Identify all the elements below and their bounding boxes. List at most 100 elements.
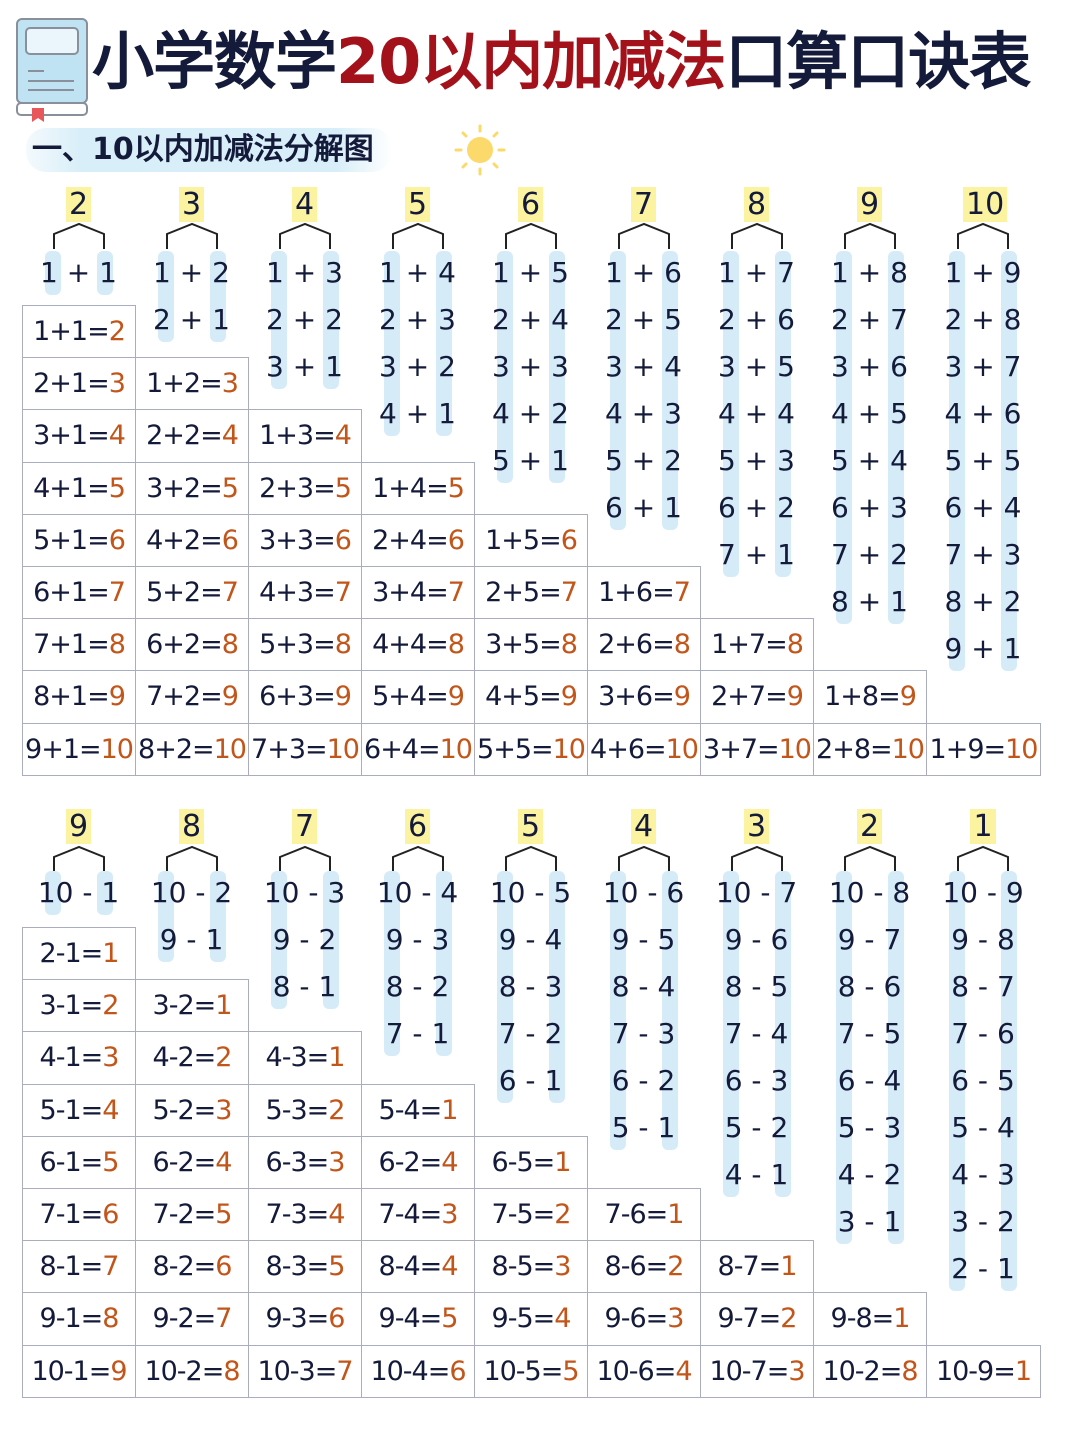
number-label: 5 [404,187,431,222]
equation: 7-4= [378,1199,443,1230]
addition-decomposition-item: 8 + 1 [831,585,908,618]
bracket-icon [165,845,218,872]
equation: 7-1= [39,1199,104,1230]
subtraction-decomposition-item: 9 - 2 [272,923,337,956]
equation: 10-6= [596,1355,676,1387]
number-label: 1 [970,809,996,844]
answer: 9 [334,681,352,713]
equation: 6+3= [259,681,336,713]
answer: 5 [441,1303,458,1335]
subtraction-table-cell: 8-7=1 [700,1240,814,1294]
equation: 9-3= [265,1303,330,1335]
subtraction-decomposition-item: 7 - 4 [724,1017,789,1050]
highlight-stripe [496,871,513,1103]
addition-decomposition-item: 6 + 4 [944,491,1022,524]
equation: 2+1= [33,368,110,400]
answer: 8 [447,629,465,661]
equation: 7+3= [251,733,328,765]
subtraction-decomposition-item: 8 - 6 [837,970,902,1003]
addition-table-cell: 3+1=4 [22,409,136,463]
subtraction-table-cell: 10-9=1 [926,1344,1041,1398]
answer: 5 [334,472,352,504]
number-label: 9 [856,187,883,222]
answer: 1 [667,1199,684,1230]
answer: 4 [441,1146,458,1178]
subtraction-table-cell: 9-4=5 [361,1292,475,1346]
highlight-stripe [661,871,678,1150]
bracket-icon [278,222,331,249]
subtraction-table-cell: 10-2=8 [813,1344,927,1398]
highlight-stripe [322,871,339,1009]
answer: 6 [328,1303,345,1335]
highlight-stripe [1001,871,1017,1291]
addition-decomposition-item: 1 + 4 [379,256,456,289]
addition-decomposition-item: 4 + 4 [718,397,795,430]
answer: 8 [786,629,804,661]
highlight-stripe [1001,251,1017,671]
subtraction-table-cell: 6-5=1 [474,1135,588,1189]
answer: 10 [665,733,699,765]
equation: 10-2= [822,1355,902,1387]
highlight-stripe [383,871,400,1056]
subtraction-decomposition-item: 4 - 2 [837,1158,902,1191]
subtraction-decomposition-item: 10 - 5 [489,876,572,909]
equation: 9-4= [378,1303,443,1335]
subtraction-decomposition-item: 6 - 3 [724,1064,789,1097]
addition-decomposition-item: 3 + 1 [266,350,343,383]
addition-decomposition-item: 2 + 5 [605,303,682,336]
answer: 3 [328,1146,345,1178]
equation: 6-1= [39,1146,104,1178]
highlight-stripe [548,251,565,483]
addition-table-cell: 5+3=8 [248,618,362,672]
answer: 9 [786,681,804,713]
addition-table-cell: 2+2=4 [135,409,249,463]
equation: 1+1= [33,316,110,347]
answer: 8 [102,1303,119,1335]
answer: 8 [223,1355,240,1387]
equation: 7-5= [491,1199,556,1230]
equation: 10-3= [257,1355,337,1387]
highlight-stripe [496,251,513,483]
bracket-icon [617,845,670,872]
equation: 5-4= [378,1094,443,1126]
subtraction-decomposition-item: 7 - 5 [837,1017,902,1050]
addition-decomposition-item: 4 + 1 [379,397,456,430]
equation: 3+4= [372,577,449,608]
answer: 3 [215,1094,232,1126]
addition-decomposition-item: 6 + 2 [718,491,795,524]
addition-decomposition-item: 5 + 5 [944,444,1022,477]
subtraction-table-cell: 8-4=4 [361,1240,475,1294]
answer: 6 [560,524,578,556]
addition-table-cell: 4+6=10 [587,722,701,776]
equation: 10-2= [144,1355,224,1387]
addition-table-cell: 6+1=7 [22,566,136,620]
subtraction-decomposition-item: 6 - 4 [837,1064,902,1097]
answer: 5 [215,1199,232,1230]
subtraction-decomposition-item: 4 - 1 [724,1158,789,1191]
addition-decomposition-item: 8 + 2 [944,585,1022,618]
equation: 4+6= [590,733,667,765]
subtraction-top-number: 6 [398,809,438,844]
answer: 1 [215,990,232,1022]
addition-decomposition-item: 5 + 1 [492,444,569,477]
subtraction-decomposition-item: 3 - 1 [837,1205,902,1238]
subtraction-top-number: 2 [850,809,890,844]
equation: 2+5= [485,577,562,608]
answer: 4 [215,1146,232,1178]
equation: 3+2= [146,472,223,504]
equation: 3+5= [485,629,562,661]
equation: 3-2= [152,990,217,1022]
equation: 4-3= [265,1042,330,1074]
equation: 4+5= [485,681,562,713]
subtraction-decomposition-item: 7 - 3 [611,1017,676,1050]
addition-table-cell: 1+6=7 [587,566,701,620]
answer: 8 [673,629,691,661]
equation: 2+2= [146,420,223,452]
equation: 7-2= [152,1199,217,1230]
subtraction-table-cell: 6-2=4 [135,1135,249,1189]
subtraction-decomposition-item: 8 - 1 [272,970,337,1003]
subtraction-table-cell: 6-2=4 [361,1135,475,1189]
subtraction-table-cell: 9-8=1 [813,1292,927,1346]
addition-decomposition-item: 3 + 3 [492,350,569,383]
addition-table-cell: 6+4=10 [361,722,475,776]
